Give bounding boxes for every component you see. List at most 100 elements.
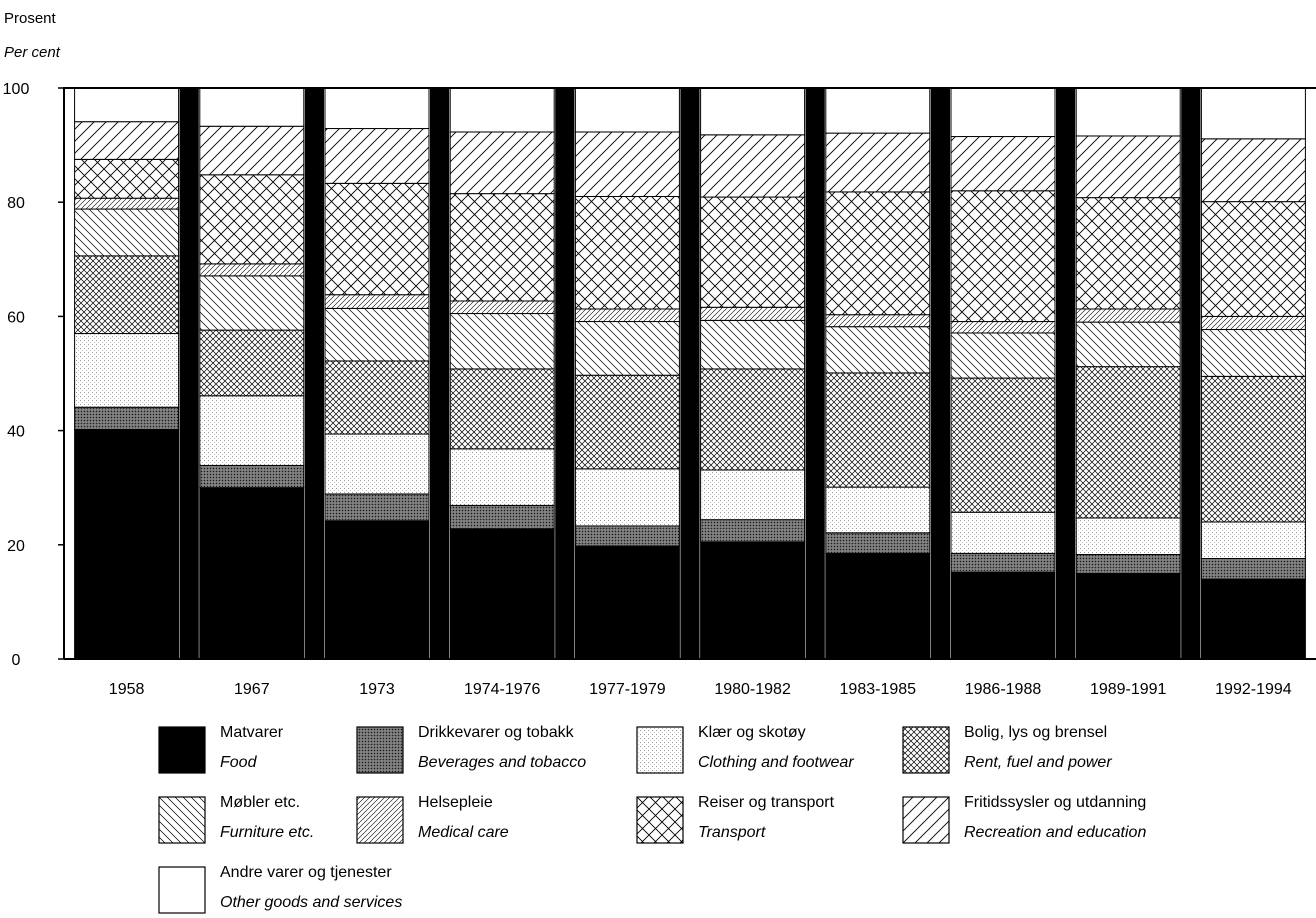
bar-segment-0 [324,520,430,660]
bar-segment-8 [1200,87,1306,140]
bar-segment-1 [574,525,680,547]
bar-segment-4 [700,319,806,370]
bar-segment-5 [1200,315,1306,331]
bar-segment-7 [950,136,1056,192]
x-tick-label: 1973 [359,681,395,698]
bar-segment-3 [74,255,180,335]
legend-item: Reiser og transport Transport [636,792,916,848]
legend-item: Bolig, lys og brensel Rent, fuel and powe… [902,722,1182,778]
bar-segment-4 [825,326,931,374]
bar-segment-5 [700,306,806,321]
bar-segment-6 [74,158,180,199]
bar-segment-1 [1200,558,1306,580]
bar-segment-5 [574,308,680,323]
legend-label: Klær og skotøy [698,724,806,741]
bar-segment-7 [825,132,931,193]
bar-segment-2 [700,469,806,521]
bar-segment-8 [574,87,680,133]
x-tick-label: 1958 [109,681,145,698]
bar-segment-4 [74,208,180,257]
x-tick-label: 1967 [234,681,270,698]
bar-segment-8 [324,87,430,130]
legend-swatch [902,796,950,844]
bar-segment-5 [1075,308,1181,323]
legend-label: Helsepleie [418,794,493,811]
legend-label-english: Other goods and services [220,894,403,911]
legend-item: Andre varer og tjenester Other goods and … [158,862,438,918]
y-tick-label: 60 [7,309,25,326]
bar-segment-0 [449,528,555,660]
y-axis-title-english: Per cent [4,44,60,61]
bar-segment-7 [74,121,180,160]
bar-segment-4 [950,332,1056,379]
bar-segment-8 [1075,87,1181,137]
bar-segment-5 [324,294,430,309]
bar-segment-3 [449,368,555,450]
bar-segment-6 [700,196,806,308]
bar-segment-6 [1075,197,1181,310]
bar-segment-5 [74,197,180,210]
legend-item: Møbler etc. Furniture etc. [158,792,438,848]
bar-segment-2 [825,486,931,534]
bar-segment-1 [1075,554,1181,574]
legend-label: Matvarer [220,724,284,741]
bar-segment-2 [199,395,305,466]
bar-segment-0 [199,487,305,660]
bar-segment-7 [324,128,430,184]
bar-segment-0 [1200,578,1306,660]
bar-segment-4 [574,321,680,376]
bar-segment-5 [449,300,555,315]
bar-segment-1 [199,464,305,489]
legend-swatch [158,866,206,914]
legend-swatch [158,796,206,844]
bar-segment-1 [700,519,806,543]
legend-label-english: Medical care [418,824,509,841]
bar-segment-0 [950,571,1056,660]
y-tick-label: 40 [7,424,25,441]
bar-segment-8 [700,87,806,136]
stacked-bar-chart: 0 20 40 60 80 100 1958 1967 1973 1974-1976 1977-19… [3,81,1316,698]
legend-item: Klær og skotøy Clothing and footwear [636,722,916,778]
bar-segment-3 [1075,366,1181,519]
bar-segment-4 [1075,321,1181,368]
x-tick-label: 1977-1979 [589,681,666,698]
y-tick-label: 20 [7,538,25,555]
bar-segment-1 [449,504,555,530]
bar-segment-6 [199,174,305,265]
bar-segment-0 [825,552,931,660]
bar-segment-6 [324,182,430,296]
bar-segment-4 [199,275,305,331]
bar-segment-8 [825,87,931,134]
bar-segment-0 [574,545,680,660]
legend-swatch [158,726,206,774]
bar-segment-6 [449,193,555,302]
bar-segment-0 [74,428,180,660]
bar-segment-5 [199,263,305,277]
y-tick-label: 0 [12,652,21,669]
x-tick-label: 1983-1985 [840,681,917,698]
bar-segment-2 [1200,521,1306,560]
bar-segment-6 [825,191,931,316]
bar-segment-0 [1075,572,1181,660]
bar-segment-5 [950,321,1056,334]
bar-segment-2 [74,333,180,408]
legend-label-english: Food [220,754,257,771]
bar-segment-3 [825,372,931,488]
legend: Matvarer Food Drikkevarer og tobakk Beverag… [158,722,1308,918]
bar-segment-2 [1075,517,1181,556]
bar-segment-8 [950,87,1056,138]
bar-segment-3 [324,360,430,435]
bar-segment-8 [74,87,180,123]
bar-segment-3 [1200,375,1306,523]
legend-label-english: Clothing and footwear [698,754,854,771]
bar-segment-4 [449,313,555,370]
bar-segment-2 [449,448,555,506]
legend-label-english: Furniture etc. [220,824,315,841]
bar-segment-7 [449,131,555,195]
bar-segment-0 [700,541,806,660]
legend-swatch [636,726,684,774]
legend-swatch [636,796,684,844]
legend-label-english: Beverages and tobacco [418,754,587,771]
bar-segment-7 [700,134,806,198]
bar-segment-7 [1075,135,1181,199]
